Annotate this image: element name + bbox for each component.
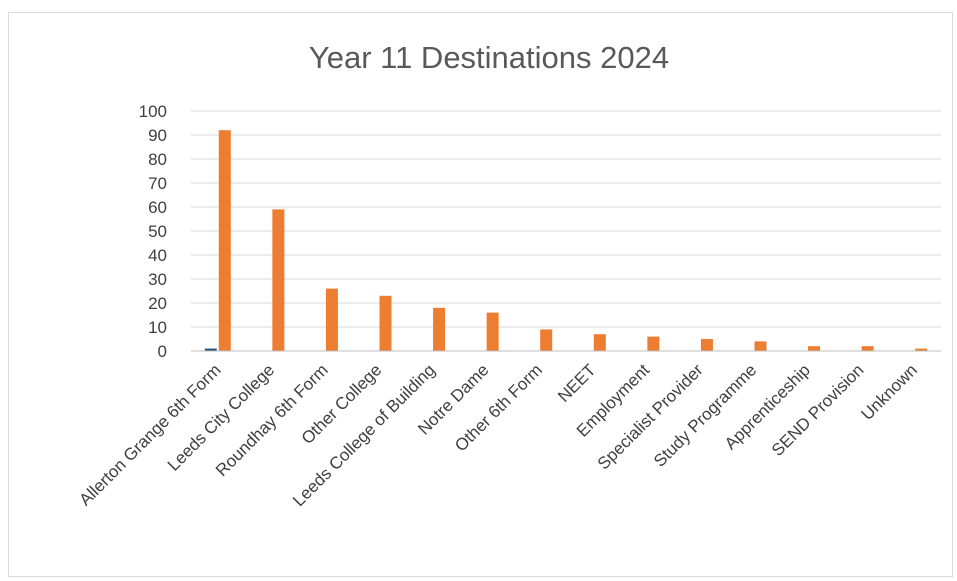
bar xyxy=(647,336,660,351)
y-tick-label: 90 xyxy=(148,126,167,145)
bar xyxy=(808,346,821,351)
chart-title: Year 11 Destinations 2024 xyxy=(309,40,669,75)
y-axis-ticks: 0 10 20 30 40 50 60 70 80 90 100 xyxy=(139,102,167,361)
y-tick-label: 0 xyxy=(158,342,167,361)
bar xyxy=(700,339,713,351)
bar xyxy=(325,288,338,351)
y-tick-label: 10 xyxy=(148,318,167,337)
bar xyxy=(433,307,446,351)
y-tick-label: 70 xyxy=(148,174,167,193)
bar xyxy=(754,341,767,351)
bar-chart: Year 11 Destinations 2024 0 10 20 30 40 50 60 7… xyxy=(76,40,941,510)
y-tick-label: 40 xyxy=(148,246,167,265)
x-category-label: NEET xyxy=(554,360,599,405)
bars xyxy=(204,130,928,351)
y-tick-label: 60 xyxy=(148,198,167,217)
y-tick-label: 80 xyxy=(148,150,167,169)
bar xyxy=(204,348,217,351)
chart-frame: Year 11 Destinations 2024 0 10 20 30 40 50 60 7… xyxy=(8,12,953,577)
x-category-label: Study Programme xyxy=(650,360,760,470)
y-tick-label: 20 xyxy=(148,294,167,313)
bar xyxy=(861,346,874,351)
y-tick-label: 50 xyxy=(148,222,167,241)
bar xyxy=(379,295,392,351)
bar xyxy=(486,312,499,351)
y-tick-label: 30 xyxy=(148,270,167,289)
bar xyxy=(218,130,231,351)
gridlines xyxy=(191,110,941,328)
bar xyxy=(540,329,553,351)
bar xyxy=(915,348,928,351)
x-category-label: SEND Provision xyxy=(768,360,868,460)
x-category-label: Unknown xyxy=(857,360,921,424)
y-tick-label: 100 xyxy=(139,102,167,121)
bar xyxy=(593,334,606,351)
bar xyxy=(272,209,285,351)
